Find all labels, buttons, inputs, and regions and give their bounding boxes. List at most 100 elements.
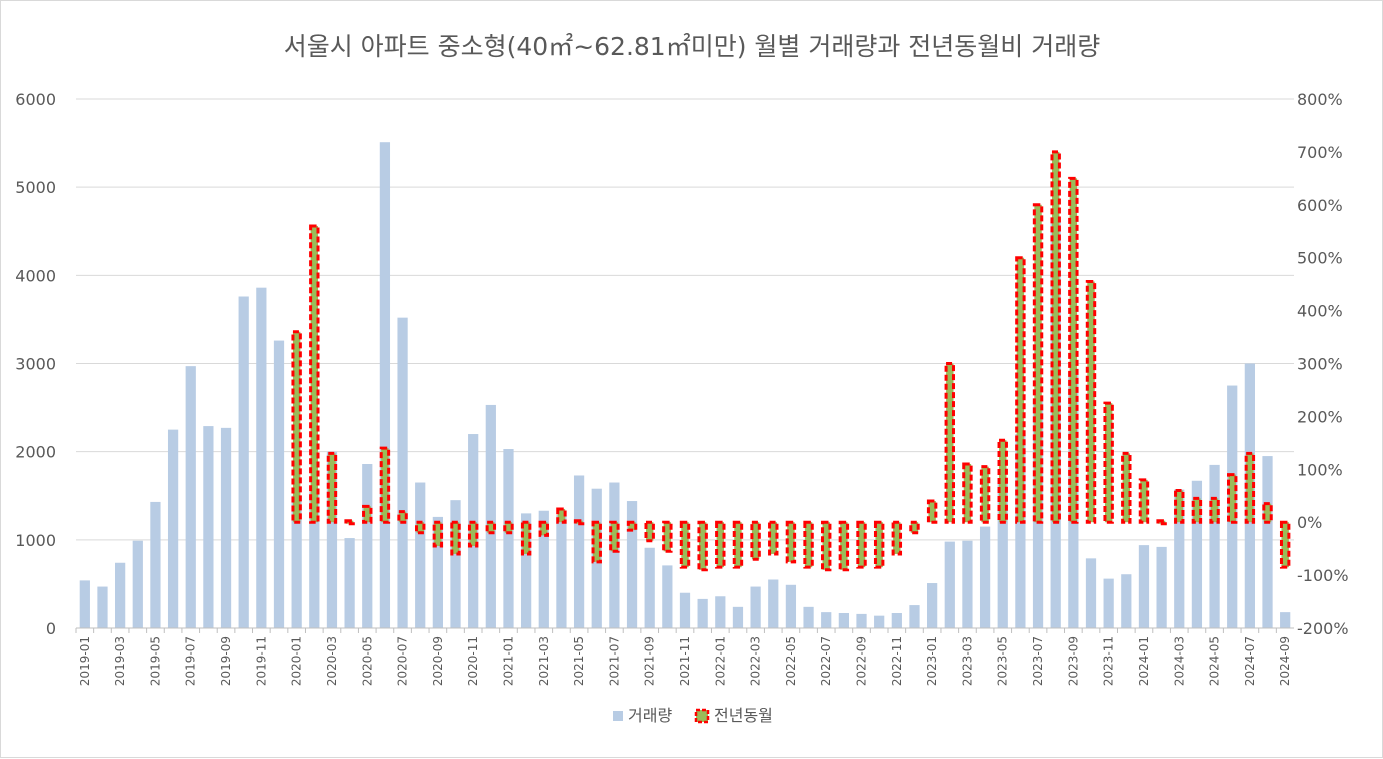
y-right-tick-label: 400% (1297, 302, 1343, 321)
volume-bar (97, 586, 108, 628)
volume-bar (609, 482, 620, 628)
volume-bar (1085, 558, 1097, 628)
y-right-tick-label: 100% (1297, 460, 1343, 479)
volume-bar (538, 510, 549, 628)
x-tick-label: 2021-11 (678, 636, 692, 686)
yoy-bar (432, 520, 444, 548)
yoy-bar (962, 462, 973, 524)
volume-bar (485, 404, 496, 628)
x-tick-label: 2024-01 (1137, 636, 1151, 686)
volume-bar (979, 526, 991, 628)
volume-bar (1138, 545, 1150, 628)
volume-bar (432, 516, 443, 628)
yoy-bar (1209, 496, 1220, 524)
legend-label-yoy: 전년동월 (714, 706, 773, 725)
volume-bar (344, 538, 355, 628)
yoy-bar (1121, 451, 1132, 524)
yoy-bar (944, 362, 955, 524)
yoy-bar (997, 438, 1008, 524)
x-tick-label: 2024-05 (1208, 636, 1222, 686)
yoy-bar (821, 520, 832, 572)
yoy-bar (979, 465, 991, 524)
volume-bar (1156, 546, 1167, 628)
chart-title: 서울시 아파트 중소형(40㎡~62.81㎡미만) 월별 거래량과 전년동월비 … (284, 32, 1101, 61)
volume-bar (521, 513, 532, 628)
volume-bar (715, 596, 726, 628)
y-right-tick-label: 800% (1297, 90, 1343, 109)
volume-bar (1121, 574, 1132, 628)
volume-bar (503, 449, 514, 628)
volume-bar (1103, 578, 1114, 628)
x-tick-label: 2023-09 (1066, 636, 1080, 686)
yoy-bar (1103, 401, 1114, 524)
volume-bar (309, 492, 320, 628)
yoy-bar (609, 520, 620, 553)
yoy-bar (1227, 473, 1238, 524)
y-right-tick-label: 700% (1297, 143, 1343, 162)
volume-bar (362, 464, 373, 628)
x-tick-label: 2020-09 (431, 636, 445, 686)
yoy-bar (397, 510, 408, 524)
y-left-tick-label: 1000 (15, 531, 56, 550)
x-tick-label: 2020-01 (290, 636, 304, 686)
yoy-bar (467, 520, 479, 548)
volume-bar (1262, 456, 1273, 628)
x-tick-label: 2023-07 (1031, 636, 1045, 686)
y-right-tick-label: 300% (1297, 355, 1343, 374)
volume-bar (326, 451, 338, 628)
x-tick-label: 2019-11 (254, 636, 268, 686)
volume-bar (556, 515, 567, 628)
yoy-bar (1174, 488, 1185, 524)
y-right-tick-label: 200% (1297, 407, 1343, 426)
y-right-tick-label: 600% (1297, 196, 1343, 215)
volume-bar (238, 296, 249, 628)
yoy-bar (1279, 520, 1291, 569)
volume-bar (273, 340, 285, 628)
volume-bar (909, 605, 920, 628)
yoy-bar (785, 520, 797, 564)
legend-swatch-yoy (694, 708, 710, 724)
yoy-bar (662, 520, 673, 553)
x-tick-label: 2019-03 (113, 636, 127, 686)
x-tick-label: 2020-05 (360, 636, 374, 686)
yoy-bar (926, 499, 938, 524)
axes: 0 1000 2000 3000 4000 5000 6000 -200% -100% 0% 100… (15, 90, 1348, 686)
yoy-bar (591, 520, 602, 564)
y-right-tick-label: 0% (1297, 513, 1322, 532)
x-tick-label: 2021-03 (537, 636, 551, 686)
y-left-tick-label: 2000 (15, 443, 56, 462)
yoy-bar (485, 520, 497, 535)
volume-bar (450, 500, 461, 628)
volume-bar (768, 579, 779, 628)
x-tick-label: 2022-07 (819, 636, 833, 686)
yoy-bar (344, 519, 355, 526)
volume-bar (891, 613, 902, 628)
x-tick-label: 2022-09 (855, 636, 869, 686)
yoy-bar (679, 520, 691, 569)
y-left-tick-label: 5000 (15, 178, 56, 197)
y-left-tick-label: 0 (46, 619, 56, 638)
x-tick-label: 2021-05 (572, 636, 586, 686)
volume-bar (185, 366, 196, 628)
volume-bar (1209, 464, 1220, 628)
yoy-bar (362, 504, 373, 524)
yoy-bar (732, 520, 744, 569)
volume-bar (679, 592, 691, 628)
volume-bar (1280, 612, 1291, 628)
volume-bar (997, 478, 1008, 628)
y-right-tick-label: -100% (1297, 566, 1349, 585)
x-tick-label: 2022-11 (890, 636, 904, 686)
volume-bar (150, 501, 161, 628)
x-tick-label: 2024-07 (1243, 636, 1257, 686)
yoy-bar (838, 520, 850, 572)
x-tick-label: 2021-07 (607, 636, 621, 686)
yoy-bar (1085, 280, 1097, 524)
yoy-bar (750, 520, 761, 561)
y-left-tick-label: 4000 (15, 266, 56, 285)
yoy-bar (573, 519, 585, 526)
yoy-bar (1156, 519, 1167, 526)
x-tick-label: 2022-05 (784, 636, 798, 686)
x-tick-label: 2024-03 (1172, 636, 1186, 686)
y-right-tick-label: 500% (1297, 249, 1343, 268)
x-tick-label: 2020-03 (325, 636, 339, 686)
